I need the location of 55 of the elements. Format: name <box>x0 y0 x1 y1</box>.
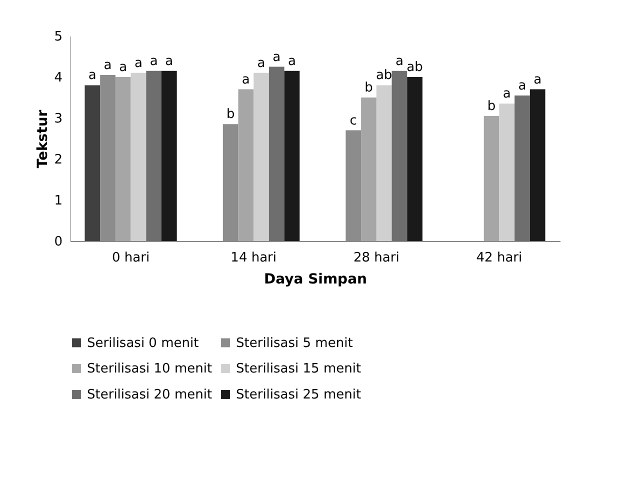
data-label: a <box>242 72 250 88</box>
bar <box>130 72 146 241</box>
data-label: a <box>534 72 542 88</box>
bar <box>499 104 515 241</box>
bar <box>514 95 530 241</box>
x-tick-label: 14 hari <box>230 250 277 266</box>
bar <box>146 70 162 241</box>
legend-label: Sterilisasi 25 menit <box>236 388 362 402</box>
x-axis-title: Daya Simpan <box>264 272 367 288</box>
y-tick-label: 0 <box>54 234 62 250</box>
data-label: b <box>226 107 235 122</box>
data-label: b <box>364 80 373 96</box>
bar <box>376 85 392 241</box>
y-tick-label: 1 <box>54 194 62 208</box>
data-label: a <box>272 50 281 65</box>
data-label: ab <box>376 68 392 84</box>
y-axis-title: Tekstur <box>35 110 52 168</box>
data-label: a <box>104 58 112 73</box>
y-tick-label: 4 <box>54 70 62 86</box>
data-label: b <box>487 98 496 114</box>
bar <box>161 70 177 241</box>
data-label: a <box>288 54 296 69</box>
data-label: a <box>395 54 404 69</box>
bar <box>392 70 408 241</box>
legend-label: Serilisasi 0 menit <box>87 336 199 351</box>
data-label: a <box>257 56 266 71</box>
legend-label: Sterilisasi 15 menit <box>236 362 362 376</box>
y-tick-label: 5 <box>54 30 62 44</box>
y-tick-label: 3 <box>54 112 62 126</box>
data-label: ab <box>406 60 423 75</box>
legend-label: Sterilisasi 10 menit <box>87 362 212 376</box>
bar <box>361 98 376 241</box>
data-label: a <box>518 78 526 94</box>
bar <box>238 89 254 241</box>
x-tick-label: 0 hari <box>112 250 150 266</box>
bar <box>268 66 284 241</box>
bar <box>284 70 300 241</box>
bar <box>484 116 500 241</box>
data-label: a <box>134 56 142 71</box>
x-tick-label: 28 hari <box>353 250 400 266</box>
bar <box>84 85 100 241</box>
data-label: a <box>88 68 96 84</box>
x-tick-label: 42 hari <box>476 250 522 266</box>
legend-label: Sterilisasi 5 menit <box>236 336 353 351</box>
bar <box>407 77 422 241</box>
data-label: a <box>502 86 511 102</box>
data-label: a <box>165 54 174 69</box>
bar <box>530 89 546 241</box>
data-label: c <box>350 113 357 128</box>
bar <box>254 72 269 241</box>
bar <box>115 77 131 241</box>
legend-label: Sterilisasi 20 menit <box>87 388 212 402</box>
data-label: a <box>119 60 128 75</box>
y-tick-label: 2 <box>54 152 62 168</box>
data-label: a <box>150 54 158 69</box>
